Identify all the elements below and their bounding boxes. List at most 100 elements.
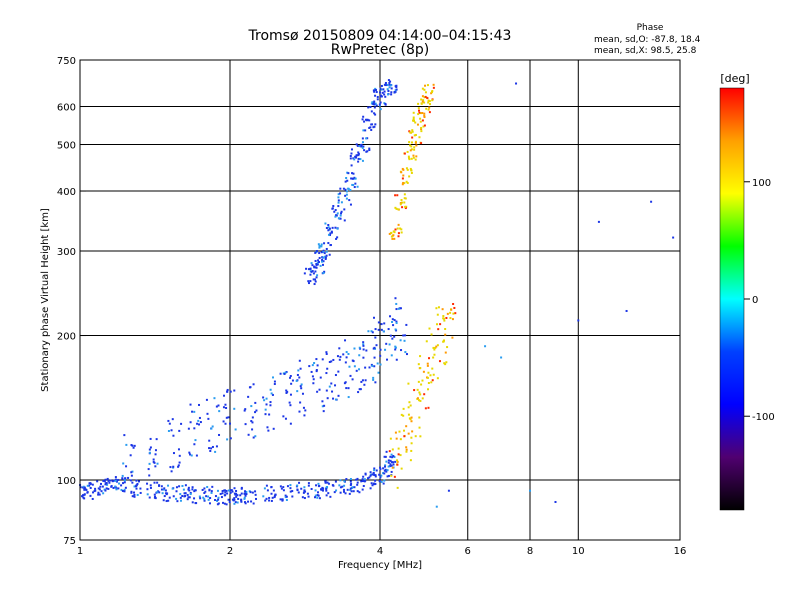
data-point	[414, 133, 417, 136]
data-point	[328, 385, 331, 388]
data-point	[247, 500, 250, 503]
data-point	[435, 345, 438, 348]
data-point	[303, 486, 306, 489]
data-point	[198, 416, 201, 419]
data-point	[443, 319, 446, 322]
data-point	[405, 205, 408, 208]
data-point	[171, 418, 174, 421]
data-point	[344, 361, 347, 364]
data-point	[354, 182, 357, 185]
chart-title-line1: Tromsø 20150809 04:14:00–04:15:43	[248, 28, 512, 44]
data-point	[244, 502, 247, 505]
data-point	[395, 308, 398, 311]
data-point	[368, 149, 371, 152]
data-point	[406, 181, 409, 184]
data-point	[121, 474, 124, 477]
data-point	[420, 98, 423, 101]
data-point	[396, 463, 399, 466]
data-point	[247, 433, 250, 436]
data-point	[399, 307, 402, 310]
data-point	[361, 137, 364, 140]
data-point	[224, 491, 227, 494]
data-point	[307, 482, 310, 485]
data-point	[312, 378, 315, 381]
data-point	[363, 149, 366, 152]
data-point	[203, 498, 206, 501]
data-point	[420, 102, 423, 105]
data-point	[423, 124, 426, 127]
data-point	[297, 491, 300, 494]
data-point	[191, 501, 194, 504]
data-point	[208, 488, 211, 491]
data-point	[379, 476, 382, 479]
data-point	[383, 455, 386, 458]
data-point	[295, 379, 298, 382]
data-point	[357, 151, 360, 154]
data-point	[89, 482, 92, 485]
data-point	[244, 494, 247, 497]
data-point	[104, 478, 107, 481]
data-point	[369, 126, 372, 129]
data-point	[284, 417, 287, 420]
data-point	[395, 302, 398, 305]
data-point	[441, 308, 444, 311]
data-point	[322, 256, 325, 259]
data-point	[383, 479, 386, 482]
data-point	[146, 488, 149, 491]
data-point	[337, 196, 340, 199]
data-point	[357, 157, 360, 160]
data-point	[207, 417, 210, 420]
data-point	[364, 129, 367, 132]
data-point	[334, 209, 337, 212]
data-point	[286, 485, 289, 488]
data-point	[325, 489, 328, 492]
data-point	[417, 109, 420, 112]
data-point	[432, 86, 435, 89]
data-point	[331, 226, 334, 229]
data-point	[337, 394, 340, 397]
data-point	[413, 134, 416, 137]
data-point	[309, 268, 312, 271]
data-point	[332, 484, 335, 487]
data-point	[393, 475, 396, 478]
data-point	[346, 488, 349, 491]
data-point	[161, 492, 164, 495]
data-point	[302, 406, 305, 409]
data-point	[181, 494, 184, 497]
data-point	[114, 478, 117, 481]
data-point	[240, 492, 243, 495]
data-point	[102, 479, 105, 482]
data-point	[577, 319, 580, 322]
x-tick-label: 2	[227, 546, 233, 557]
data-point	[323, 270, 326, 273]
data-point	[86, 484, 89, 487]
data-point	[344, 194, 347, 197]
data-point	[436, 344, 439, 347]
data-point	[285, 495, 288, 498]
data-point	[270, 485, 273, 488]
data-point	[370, 482, 373, 485]
data-point	[376, 95, 379, 98]
data-point	[399, 454, 402, 457]
data-point	[344, 188, 347, 191]
data-point	[82, 494, 85, 497]
data-point	[438, 360, 441, 363]
data-point	[350, 148, 353, 151]
data-point	[427, 99, 430, 102]
data-point	[332, 397, 335, 400]
data-point	[394, 348, 397, 351]
data-point	[379, 348, 382, 351]
data-point	[394, 206, 397, 209]
data-point	[302, 491, 305, 494]
data-point	[180, 422, 183, 425]
data-point	[350, 177, 353, 180]
data-point	[218, 410, 221, 413]
data-point	[327, 242, 330, 245]
data-point	[314, 494, 317, 497]
data-point	[137, 480, 140, 483]
data-point	[120, 484, 123, 487]
data-point	[363, 120, 366, 123]
data-point	[385, 342, 388, 345]
data-point	[321, 400, 324, 403]
data-point	[318, 388, 321, 391]
